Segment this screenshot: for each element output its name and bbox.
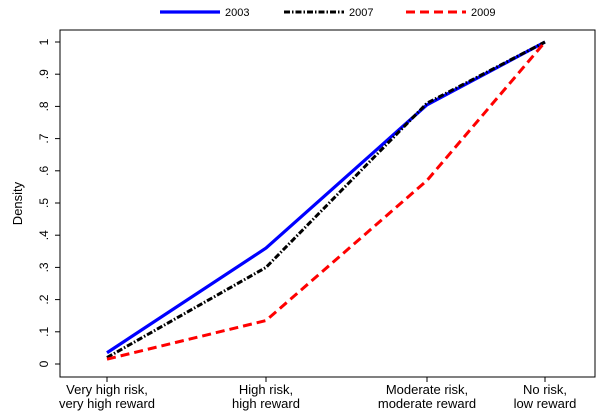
x-tick-label: Moderate risk, moderate reward [378, 382, 476, 411]
y-tick-label: .3 [37, 262, 51, 272]
legend-label-2009: 2009 [471, 7, 495, 19]
legend-label-2007: 2007 [349, 7, 373, 19]
plot-frame [59, 29, 596, 378]
series-layer [106, 40, 547, 361]
y-axis: 0 .1 .2 .3 .4 .5 .6 .7 .8 .9 1 [37, 38, 60, 367]
y-tick-label: .1 [37, 326, 51, 336]
y-tick-label: .9 [37, 69, 51, 79]
x-tick-label: No risk, low reward [514, 382, 577, 411]
legend: 2003 2007 2009 [160, 7, 495, 19]
y-tick-label: .7 [37, 133, 51, 143]
series-line-2003 [106, 40, 546, 355]
y-tick-label: .6 [37, 165, 51, 175]
y-tick-label: 1 [37, 38, 51, 45]
y-tick-label: .4 [37, 230, 51, 240]
y-tick-label: .2 [37, 294, 51, 304]
x-tick-label: High risk, high reward [232, 382, 300, 411]
y-axis-label: Density [10, 181, 25, 225]
y-tick-label: 0 [37, 360, 51, 367]
x-axis: Very high risk, very high reward High risk… [59, 377, 576, 411]
legend-label-2003: 2003 [225, 7, 249, 19]
series-line-2009 [106, 41, 547, 361]
x-tick-label: Very high risk, very high reward [59, 382, 155, 411]
y-tick-label: .8 [37, 101, 51, 111]
y-tick-label: .5 [37, 198, 51, 208]
